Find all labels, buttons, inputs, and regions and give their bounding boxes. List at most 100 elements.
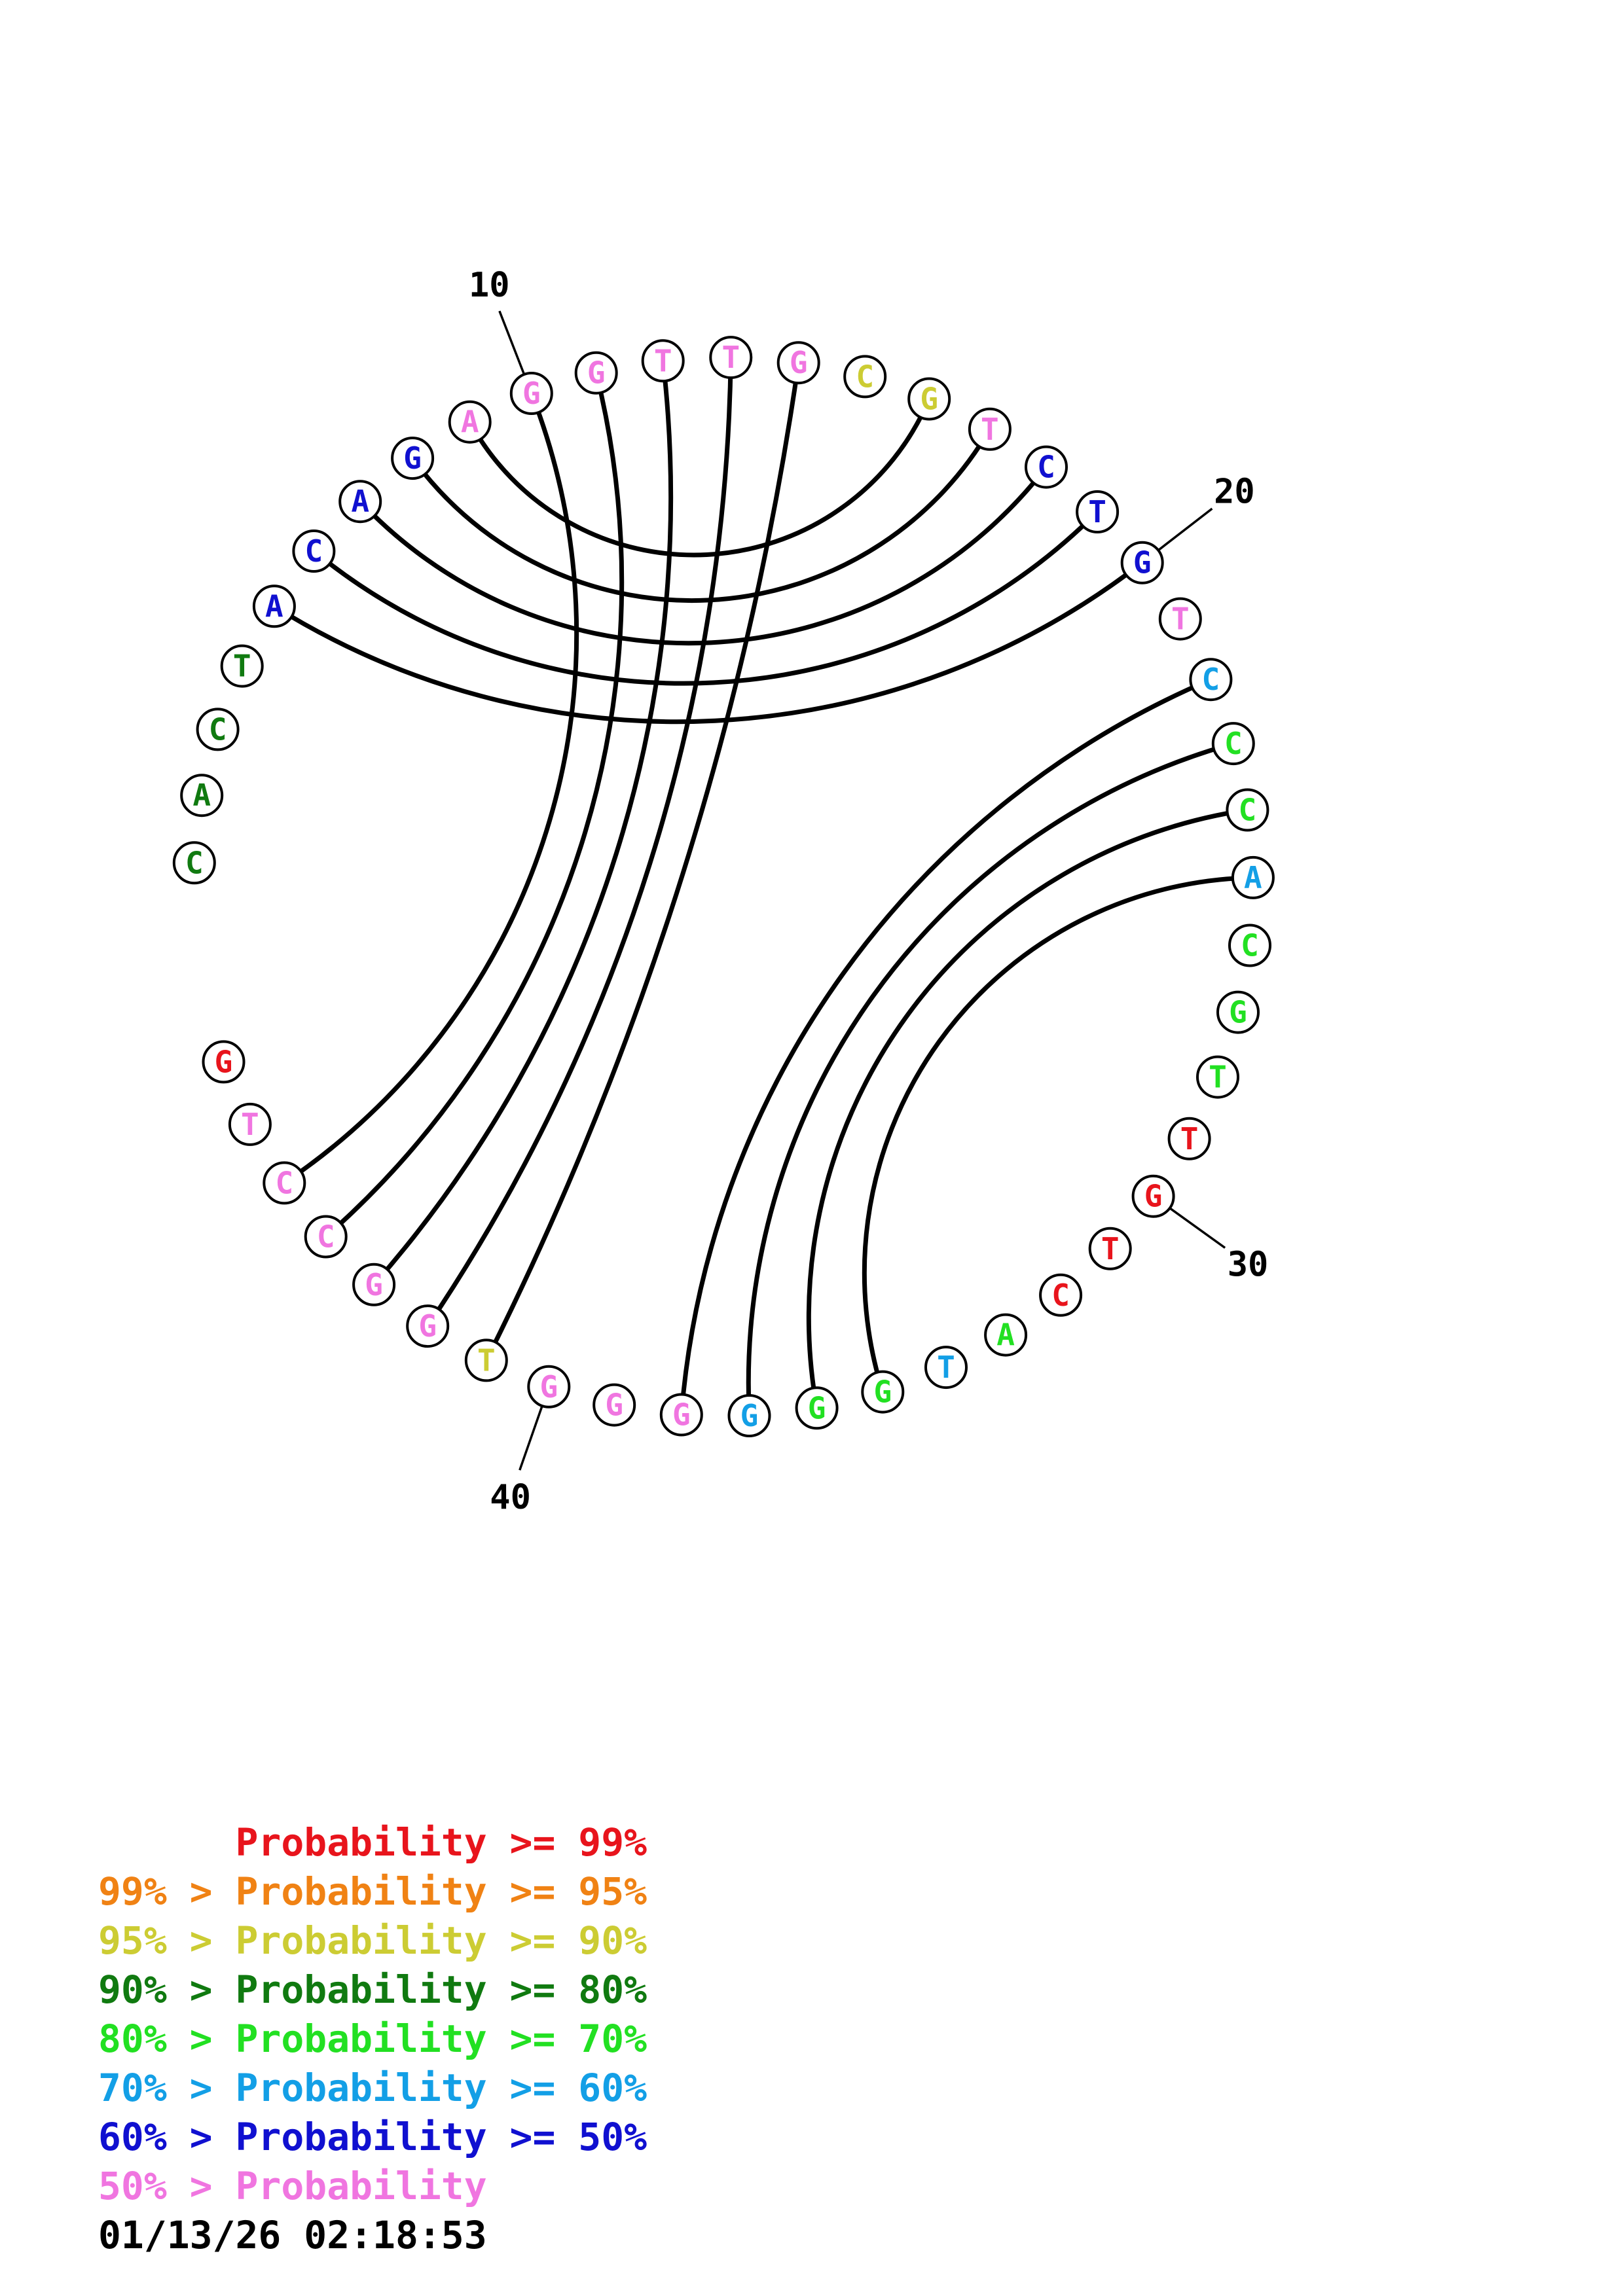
base-pair-arc	[467, 398, 932, 558]
base-pair-arc	[372, 360, 674, 1287]
nucleotide-letter: G	[920, 382, 938, 417]
base-pair-arc	[426, 357, 733, 1328]
nucleotide: G	[795, 1386, 839, 1430]
legend-row: Probability >= 99%	[98, 1818, 647, 1867]
nucleotide-circle	[968, 407, 1012, 451]
nucleotide: A	[448, 400, 492, 444]
tick-label: 40	[490, 1478, 531, 1517]
nucleotide: G	[1131, 1174, 1175, 1218]
nucleotide-circle	[1167, 1117, 1211, 1160]
nucleotide-letter: G	[672, 1397, 691, 1433]
tick-label: 30	[1228, 1246, 1269, 1285]
nucleotide: T	[1076, 490, 1120, 533]
nucleotide-circle	[727, 1394, 771, 1437]
nucleotide-letter: G	[539, 1369, 558, 1405]
legend-row: 70% > Probability >= 60%	[98, 2064, 647, 2113]
base-pair-arc	[358, 465, 1048, 646]
nucleotide: A	[252, 584, 296, 628]
base-pair-arcs	[273, 357, 1253, 1416]
base-pair-arc	[484, 362, 801, 1361]
position-ticks: 10 20 30 40	[469, 266, 1268, 1517]
legend-row-prefix: 50% >	[98, 2164, 236, 2208]
nucleotide: C	[1228, 924, 1271, 967]
nucleotide-letter: C	[856, 359, 874, 394]
nucleotide-letter: G	[873, 1374, 892, 1410]
nucleotide: G	[861, 1370, 905, 1414]
base-pair-arc	[806, 808, 1248, 1408]
nucleotide: C	[843, 355, 887, 399]
base-pair-arc	[746, 741, 1234, 1416]
nucleotide: G	[391, 437, 435, 480]
base-pair-arc	[862, 875, 1253, 1393]
nucleotide-letter: A	[351, 484, 369, 519]
legend-row-prefix: 80% >	[98, 2017, 236, 2061]
nucleotide-letter: A	[461, 404, 479, 440]
nucleotide-letter: C	[305, 533, 323, 569]
nucleotide-letter: T	[654, 343, 672, 378]
legend-row-prefix: 60% >	[98, 2115, 236, 2159]
legend-row: 60% > Probability >= 50%	[98, 2113, 647, 2162]
base-pair-arc	[312, 510, 1099, 686]
nucleotide: C	[196, 708, 240, 751]
tick-label: 10	[469, 266, 510, 305]
nucleotide-circle	[352, 1263, 396, 1306]
legend-row-label: Probability >= 95%	[235, 1869, 647, 1914]
nucleotide: C	[172, 841, 216, 885]
legend-row-label: Probability >= 70%	[235, 2017, 647, 2061]
nucleotide-circle	[220, 644, 264, 688]
nucleotide-letter: C	[185, 845, 204, 880]
nucleotide: G	[574, 351, 618, 395]
base-pair-arc	[283, 392, 579, 1185]
nucleotide: G	[352, 1263, 396, 1306]
nucleotide: G	[727, 1394, 771, 1437]
base-pair-arc	[273, 560, 1144, 725]
nucleotide: C	[304, 1215, 348, 1259]
nucleotide: G	[406, 1304, 450, 1348]
nucleotide: G	[776, 341, 820, 385]
nucleotide-circle	[984, 1313, 1028, 1357]
nucleotide: T	[1088, 1227, 1132, 1270]
nucleotide: G	[1120, 541, 1164, 584]
legend-row: 99% > Probability >= 95%	[98, 1867, 647, 1916]
nucleotide: C	[1189, 658, 1233, 702]
nucleotide-circle	[406, 1304, 450, 1348]
nucleotide: T	[924, 1346, 968, 1390]
legend-row-prefix: 95% >	[98, 1918, 236, 1963]
nucleotide-circle	[180, 774, 224, 817]
nucleotide-circle	[1211, 722, 1255, 766]
nucleotide: A	[338, 480, 382, 524]
nucleotide-circle	[709, 336, 753, 380]
tick-line	[1158, 507, 1213, 552]
nucleotide-letter: G	[365, 1267, 383, 1302]
nucleotide-letter: G	[605, 1388, 623, 1423]
base-pair-arc	[324, 372, 625, 1239]
nucleotide: T	[968, 407, 1012, 451]
nucleotide-letter: A	[265, 588, 283, 624]
nucleotide-letter: T	[1171, 601, 1190, 637]
nucleotide: C	[1039, 1273, 1083, 1317]
nucleotide-letter: A	[1244, 860, 1262, 895]
nucleotide-circle	[228, 1102, 272, 1146]
nucleotide-circle	[924, 1346, 968, 1390]
legend-row-label: Probability >= 50%	[235, 2115, 647, 2159]
nucleotide-circle	[1216, 990, 1260, 1034]
nucleotide-letter: C	[209, 711, 227, 747]
nucleotide: T	[709, 336, 753, 380]
nucleotide-circle	[1131, 1174, 1175, 1218]
nucleotide-circle	[338, 480, 382, 524]
nucleotide-circle	[795, 1386, 839, 1430]
nucleotide-circle	[304, 1215, 348, 1259]
nucleotide-circle	[907, 377, 951, 421]
nucleotide-letter: C	[1037, 450, 1055, 485]
nucleotide: G	[593, 1383, 636, 1427]
tick-label: 20	[1214, 473, 1255, 512]
nucleotide-letter: A	[996, 1318, 1015, 1353]
legend-row: 80% > Probability >= 70%	[98, 2015, 647, 2064]
nucleotide-circle	[292, 529, 336, 573]
nucleotide: T	[1167, 1117, 1211, 1160]
nucleotide: A	[984, 1313, 1028, 1357]
nucleotide: T	[641, 339, 685, 383]
nucleotide: G	[1216, 990, 1260, 1034]
nucleotide-letter: T	[477, 1342, 496, 1378]
